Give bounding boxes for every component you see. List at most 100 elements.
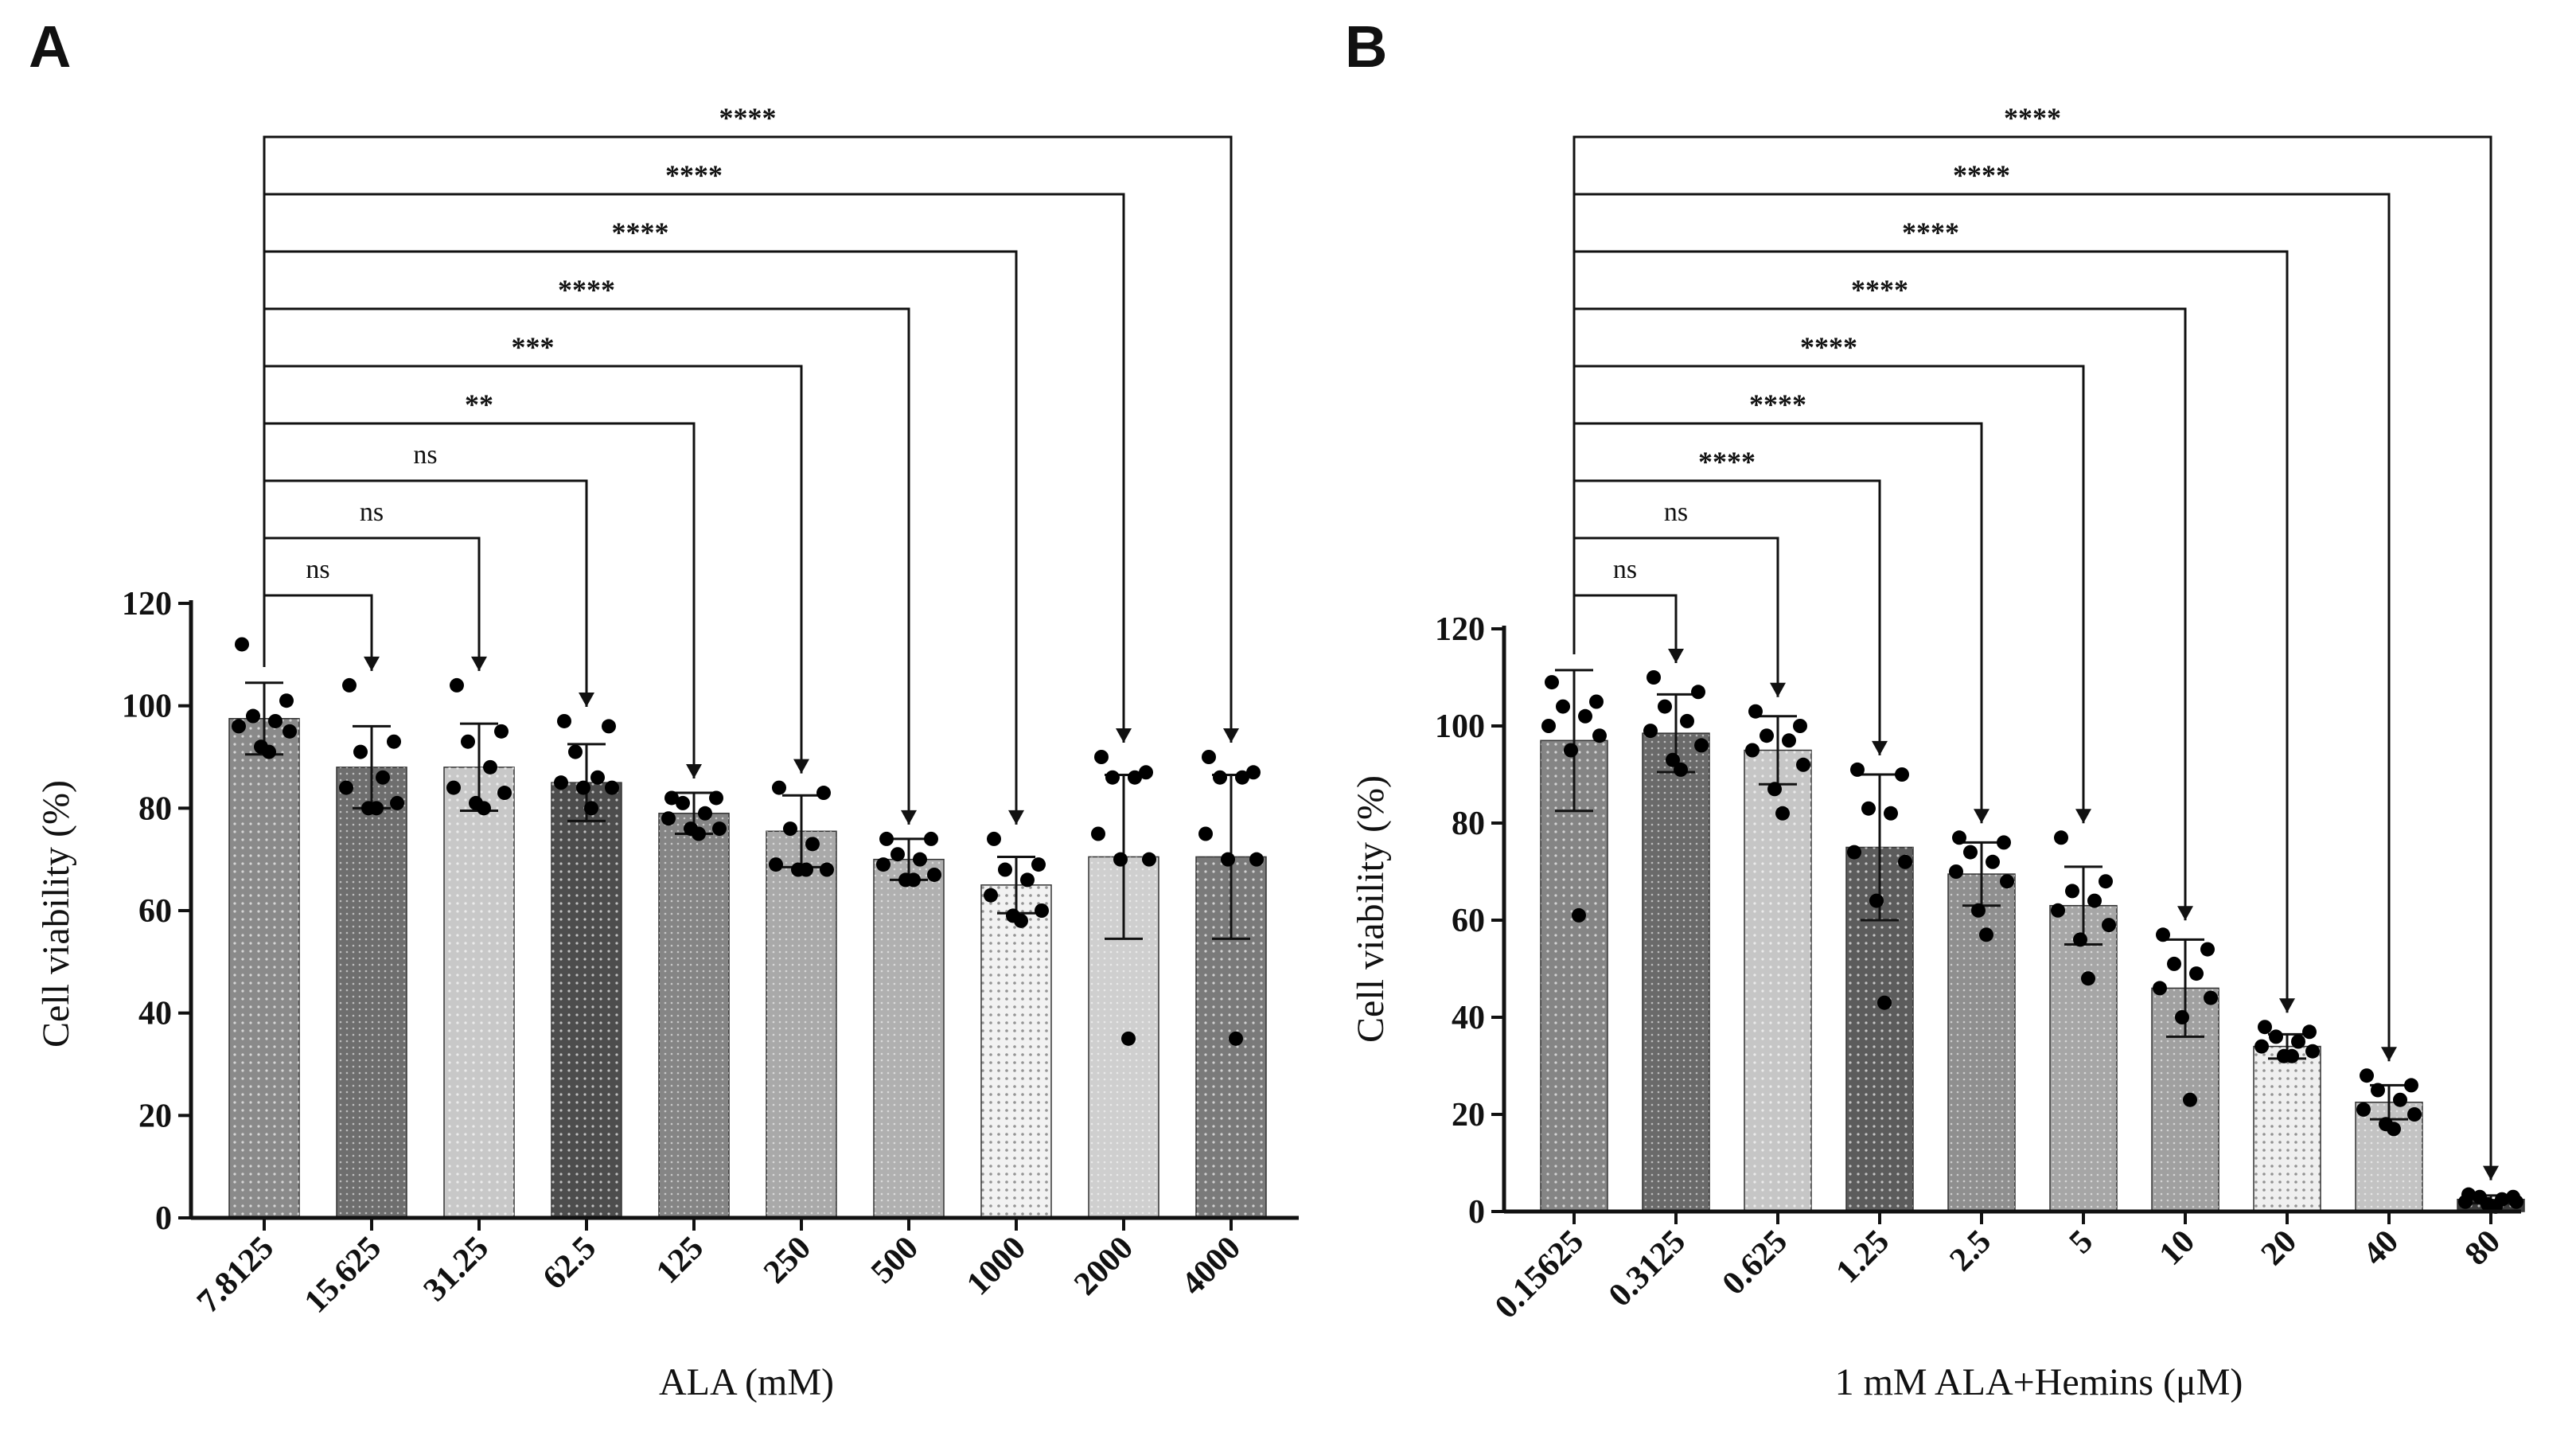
panel-a-bracket-arrowhead — [1008, 810, 1024, 825]
panel-b-y-tick-label: 120 — [1435, 611, 1485, 648]
panel-b-data-point — [2081, 971, 2095, 986]
panel-b-data-point — [1782, 733, 1796, 748]
panel-a-data-point — [268, 713, 283, 728]
panel-b-data-point — [2407, 1107, 2422, 1122]
panel-a-data-point — [924, 831, 938, 846]
panel-b-data-point — [1971, 903, 1986, 918]
panel-b-x-tick-label: 5 — [2063, 1223, 2100, 1261]
panel-b-data-point — [2285, 1048, 2299, 1063]
panel-a-significance-bracket — [263, 135, 1233, 743]
panel-b-y-tick-label: 100 — [1435, 708, 1485, 745]
panel-b-significance-bracket — [1572, 135, 2492, 1180]
panel-a-data-point — [676, 795, 690, 810]
panel-a-bracket-arrowhead — [579, 692, 594, 707]
panel-b-data-point — [2302, 1024, 2317, 1040]
panel-b-data-point — [1847, 845, 1861, 860]
panel-b-x-tick-label: 2.5 — [1943, 1223, 1998, 1279]
panel-b-data-point — [1564, 743, 1578, 758]
panel-b-bar-texture — [1643, 733, 1709, 1212]
panel-b-data-point — [1647, 670, 1661, 685]
panel-a-data-point — [1198, 826, 1213, 841]
panel-b-significance-bracket — [1572, 479, 1881, 755]
panel-a-x-tick-label: 2000 — [1067, 1230, 1140, 1303]
panel-a-data-point — [1020, 872, 1035, 888]
panel-b-data-point — [2258, 1020, 2272, 1035]
panel-a-bracket-arrowhead — [1116, 728, 1132, 743]
panel-a-bracket-arrowhead — [793, 759, 809, 774]
panel-a-y-tick-label: 60 — [138, 893, 172, 930]
panel-b-data-point — [1556, 699, 1570, 714]
panel-b-data-point — [2153, 981, 2167, 996]
panel-a-data-point — [1202, 750, 1216, 764]
panel-b-data-point — [2087, 893, 2102, 908]
panel-a-significance-label: ns — [306, 555, 329, 584]
panel-a-x-tick-label: 500 — [864, 1230, 926, 1291]
panel-a-data-point — [1235, 770, 1249, 785]
panel-b-bracket-arrowhead — [2279, 998, 2295, 1013]
panel-b-significance-label: ns — [1664, 497, 1688, 527]
panel-a-bar-texture — [874, 859, 944, 1218]
panel-a-data-point — [692, 826, 706, 841]
panel-b-data-point — [2054, 830, 2068, 845]
panel-a-data-point — [605, 780, 619, 795]
panel-b-data-point — [1869, 893, 1884, 908]
panel-b-significance-label: **** — [1902, 217, 1959, 248]
panel-a-bar-texture — [444, 767, 514, 1218]
panel-b-bar-texture — [2254, 1046, 2321, 1212]
panel-a-data-point — [1035, 903, 1049, 918]
panel-b-data-point — [1775, 806, 1790, 821]
panel-b-bar-texture — [1948, 874, 2015, 1212]
panel-a-data-point — [342, 677, 357, 693]
panel-b-x-tick-label: 10 — [2153, 1223, 2202, 1273]
panel-b-data-point — [2099, 874, 2113, 889]
panel-b-bracket-arrowhead — [2483, 1165, 2499, 1180]
panel-a-data-point — [1249, 852, 1264, 867]
panel-b-significance-label: ns — [1613, 555, 1637, 584]
panel-b-data-point — [1745, 743, 1760, 758]
panel-b-data-point — [1748, 704, 1763, 719]
panel-a-bracket-arrowhead — [686, 764, 702, 779]
panel-a-data-point — [805, 837, 820, 852]
panel-b-y-tick-label: 80 — [1452, 806, 1485, 842]
panel-a-bar-texture — [659, 813, 729, 1218]
panel-b-data-point — [2073, 932, 2087, 947]
panel-a-bracket-arrowhead — [471, 656, 487, 671]
panel-a-data-point — [376, 770, 390, 785]
panel-a-bar-texture — [229, 718, 299, 1218]
panel-b-x-tick-label: 0.3125 — [1602, 1223, 1693, 1314]
panel-a-data-point — [709, 790, 723, 806]
panel-a-y-tick-label: 80 — [138, 790, 172, 827]
panel-b-data-point — [2305, 1044, 2320, 1059]
panel-b-x-tick-label: 40 — [2356, 1223, 2406, 1273]
panel-b-data-point — [1884, 806, 1898, 821]
panel-b-data-point — [1949, 864, 1963, 879]
panel-a-data-point — [816, 786, 831, 801]
panel-b-significance-bracket — [1572, 594, 1678, 663]
panel-a-data-point — [483, 759, 497, 775]
panel-b-data-point — [2254, 1039, 2269, 1054]
panel-a-data-point — [1105, 770, 1120, 785]
panel-b-y-tick-label: 0 — [1468, 1194, 1485, 1231]
panel-b-data-point — [2393, 1092, 2407, 1107]
panel-a-data-point — [584, 801, 598, 816]
panel-b-data-point — [1694, 738, 1709, 753]
panel-a-data-point — [461, 734, 475, 749]
panel-b-data-point — [1545, 675, 1559, 690]
panel-b-significance-label: **** — [1749, 388, 1806, 420]
panel-a-data-point — [339, 780, 353, 795]
panel-a-data-point — [232, 719, 246, 734]
panel-b-x-tick-label: 80 — [2458, 1223, 2508, 1273]
panel-b-bars — [1540, 732, 2525, 1212]
panel-a-data-point — [820, 862, 834, 877]
panel-a-significance-label: **** — [558, 274, 615, 306]
panel-b-data-point — [1666, 752, 1680, 767]
panel-a-data-point — [712, 821, 727, 837]
panel-b-data-point — [1877, 995, 1892, 1010]
panel-a-data-point — [369, 801, 384, 816]
panel-a-data-point — [664, 790, 679, 806]
panel-a-data-point — [984, 888, 998, 903]
panel-b-data-point — [2000, 874, 2014, 889]
panel-b-bracket-arrowhead — [2177, 906, 2193, 921]
